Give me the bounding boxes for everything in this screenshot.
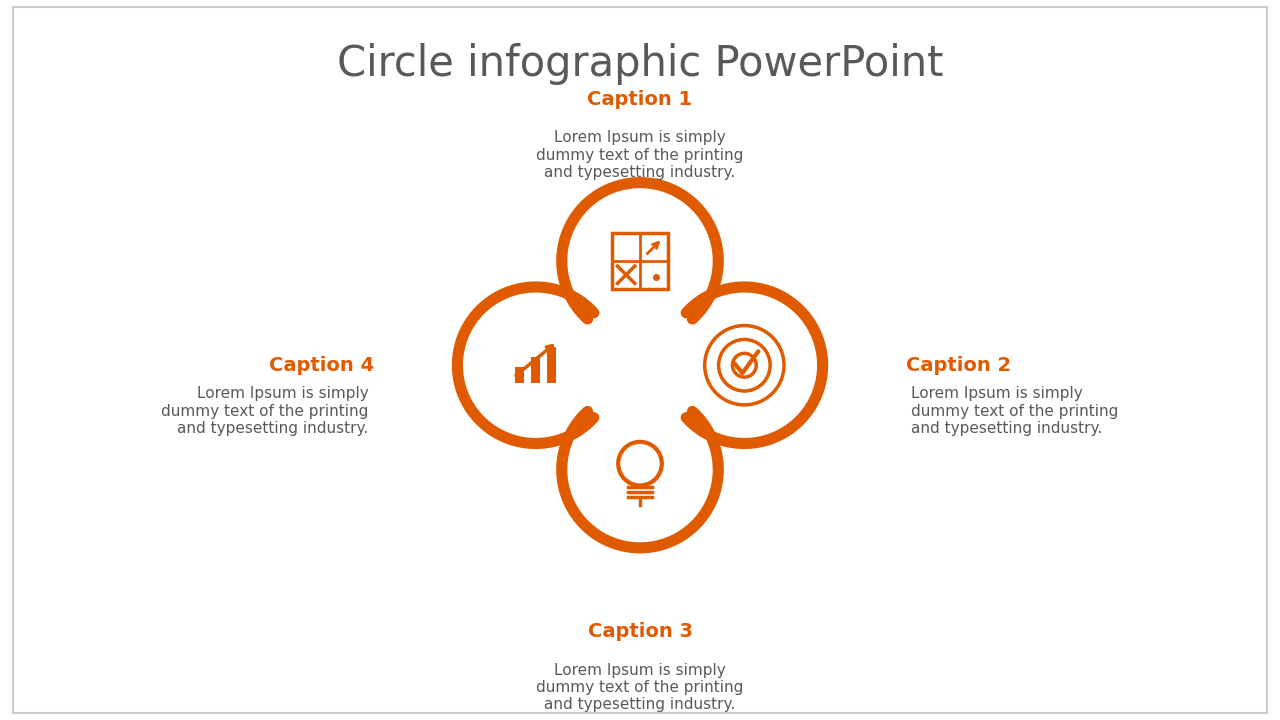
Bar — [516, 367, 524, 383]
Text: Circle infographic PowerPoint: Circle infographic PowerPoint — [337, 43, 943, 85]
Bar — [531, 357, 540, 383]
FancyArrowPatch shape — [588, 312, 590, 315]
Text: Caption 2: Caption 2 — [906, 356, 1011, 374]
Text: Lorem Ipsum is simply
dummy text of the printing
and typesetting industry.: Lorem Ipsum is simply dummy text of the … — [911, 386, 1119, 436]
FancyArrowPatch shape — [690, 415, 692, 418]
Bar — [547, 347, 556, 383]
Text: Caption 1: Caption 1 — [588, 89, 692, 109]
FancyArrowPatch shape — [588, 415, 590, 418]
Text: Lorem Ipsum is simply
dummy text of the printing
and typesetting industry.: Lorem Ipsum is simply dummy text of the … — [536, 130, 744, 180]
Text: Caption 4: Caption 4 — [269, 356, 374, 374]
Text: Lorem Ipsum is simply
dummy text of the printing
and typesetting industry.: Lorem Ipsum is simply dummy text of the … — [536, 662, 744, 712]
Text: Caption 3: Caption 3 — [588, 622, 692, 641]
Text: Lorem Ipsum is simply
dummy text of the printing
and typesetting industry.: Lorem Ipsum is simply dummy text of the … — [161, 386, 369, 436]
FancyArrowPatch shape — [690, 312, 692, 315]
